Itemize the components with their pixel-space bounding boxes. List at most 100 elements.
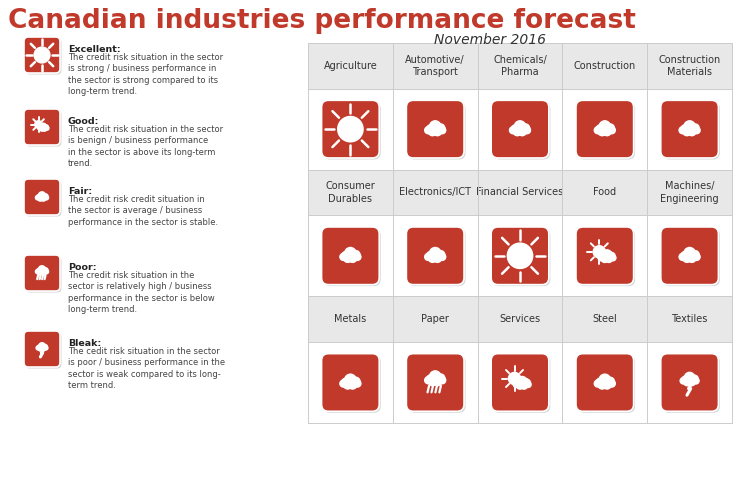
Text: Textiles: Textiles — [671, 314, 708, 324]
Circle shape — [38, 266, 46, 273]
Circle shape — [425, 377, 432, 384]
Circle shape — [427, 125, 436, 134]
Circle shape — [37, 268, 42, 274]
Circle shape — [679, 127, 686, 134]
Circle shape — [606, 377, 615, 386]
Circle shape — [608, 252, 615, 260]
Circle shape — [35, 269, 40, 274]
FancyBboxPatch shape — [408, 355, 466, 413]
Circle shape — [683, 378, 691, 386]
Circle shape — [425, 127, 432, 134]
Circle shape — [352, 250, 360, 259]
FancyBboxPatch shape — [661, 100, 719, 158]
Circle shape — [38, 192, 46, 199]
Circle shape — [37, 345, 42, 350]
Circle shape — [352, 377, 360, 386]
Circle shape — [684, 248, 695, 259]
Circle shape — [43, 194, 48, 199]
FancyBboxPatch shape — [661, 227, 719, 285]
FancyBboxPatch shape — [406, 100, 464, 158]
Circle shape — [425, 253, 432, 260]
FancyBboxPatch shape — [663, 229, 720, 286]
Circle shape — [436, 250, 445, 259]
Circle shape — [598, 127, 607, 136]
Text: Excellent:: Excellent: — [68, 45, 121, 54]
Circle shape — [340, 380, 347, 387]
Circle shape — [682, 376, 690, 384]
Circle shape — [43, 125, 49, 130]
FancyBboxPatch shape — [323, 102, 381, 159]
Circle shape — [433, 377, 441, 386]
Text: Financial Services: Financial Services — [476, 188, 564, 198]
Circle shape — [596, 378, 605, 387]
FancyBboxPatch shape — [323, 355, 381, 413]
Text: Machines/
Engineering: Machines/ Engineering — [660, 181, 719, 203]
Text: Metals: Metals — [335, 314, 366, 324]
Circle shape — [509, 372, 520, 385]
Circle shape — [343, 380, 352, 389]
Circle shape — [606, 124, 615, 133]
Circle shape — [345, 374, 356, 386]
Circle shape — [680, 378, 686, 384]
Circle shape — [354, 253, 361, 260]
FancyBboxPatch shape — [492, 355, 551, 413]
FancyBboxPatch shape — [491, 227, 549, 285]
Circle shape — [439, 253, 446, 260]
Circle shape — [523, 127, 531, 134]
Circle shape — [439, 127, 446, 134]
Circle shape — [45, 126, 49, 130]
FancyBboxPatch shape — [578, 355, 635, 413]
Circle shape — [514, 121, 525, 132]
Circle shape — [599, 121, 610, 132]
Text: Construction
Materials: Construction Materials — [658, 54, 721, 77]
FancyBboxPatch shape — [408, 229, 466, 286]
Circle shape — [34, 47, 50, 63]
FancyBboxPatch shape — [578, 229, 635, 286]
Circle shape — [38, 270, 43, 275]
FancyBboxPatch shape — [491, 353, 549, 411]
Circle shape — [38, 346, 43, 351]
Circle shape — [428, 377, 437, 386]
Circle shape — [43, 345, 47, 349]
Circle shape — [509, 127, 517, 134]
Circle shape — [685, 372, 695, 383]
Circle shape — [514, 380, 523, 387]
Circle shape — [430, 121, 441, 132]
Text: Consumer
Durables: Consumer Durables — [326, 181, 375, 203]
Circle shape — [35, 121, 43, 128]
Circle shape — [521, 124, 530, 133]
Circle shape — [38, 196, 43, 201]
Circle shape — [596, 125, 605, 134]
Circle shape — [41, 346, 46, 351]
Circle shape — [436, 374, 445, 383]
Circle shape — [525, 382, 531, 388]
FancyBboxPatch shape — [663, 102, 720, 159]
Circle shape — [682, 253, 691, 262]
Circle shape — [513, 382, 519, 388]
FancyBboxPatch shape — [406, 227, 464, 285]
Circle shape — [682, 127, 691, 136]
Text: Steel: Steel — [593, 314, 617, 324]
Circle shape — [35, 196, 40, 200]
Circle shape — [427, 375, 436, 384]
Circle shape — [594, 127, 601, 134]
Circle shape — [342, 251, 350, 260]
FancyBboxPatch shape — [24, 255, 60, 291]
FancyBboxPatch shape — [576, 100, 634, 158]
Circle shape — [511, 125, 520, 134]
FancyBboxPatch shape — [24, 179, 60, 215]
Circle shape — [354, 380, 361, 387]
FancyBboxPatch shape — [26, 181, 61, 216]
Text: Construction: Construction — [573, 61, 636, 71]
Circle shape — [520, 382, 528, 389]
Circle shape — [691, 124, 699, 133]
Text: The credit risk situation in the
sector is relatively high / business
performanc: The credit risk situation in the sector … — [68, 271, 214, 314]
Circle shape — [39, 343, 45, 349]
Text: The credit risk situation in the sector
is strong / business performance in
the : The credit risk situation in the sector … — [68, 53, 223, 97]
Circle shape — [693, 378, 699, 384]
Bar — [308, 43, 732, 423]
Circle shape — [44, 269, 49, 274]
Circle shape — [507, 243, 533, 268]
Circle shape — [428, 253, 437, 262]
Circle shape — [338, 116, 363, 142]
